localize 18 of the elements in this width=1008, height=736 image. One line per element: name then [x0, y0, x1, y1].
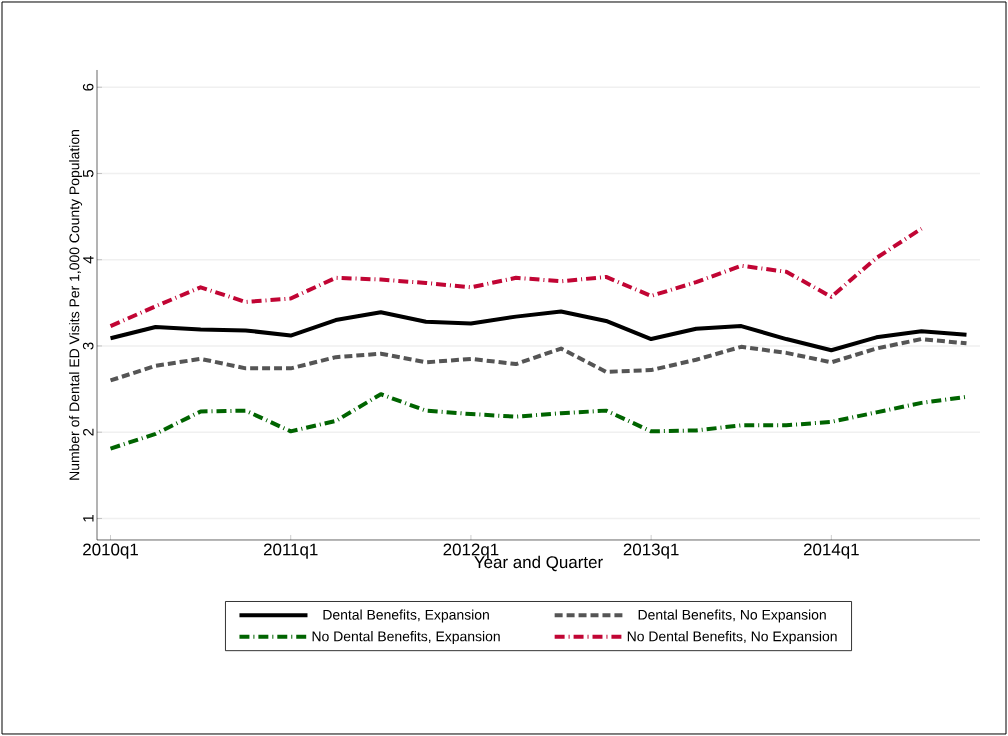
y-tick-label: 1 — [83, 515, 94, 522]
y-tick-label: 2 — [83, 428, 94, 436]
legend-label: Dental Benefits, No Expansion — [638, 609, 826, 623]
x-tick-label: 2011q1 — [263, 543, 318, 559]
x-tick-label: 2013q1 — [623, 543, 679, 559]
y-tick-label: 6 — [82, 83, 94, 91]
legend-label: Dental Benefits, Expansion — [323, 609, 489, 623]
x-tick-label: 2010q1 — [83, 543, 138, 559]
y-tick-label: 4 — [83, 255, 94, 264]
line-series — [108, 226, 924, 329]
x-tick-label: 2014q1 — [803, 543, 859, 559]
line-series — [108, 337, 969, 383]
line-series — [108, 309, 969, 353]
legend-label: No Dental Benefits, No Expansion — [627, 631, 837, 645]
y-axis-title: Number of Dental ED Visits Per 1,000 County Population — [69, 130, 83, 480]
y-tick-label: 5 — [83, 169, 94, 178]
legend-label: No Dental Benefits, Expansion — [312, 631, 500, 645]
y-tick-label: 3 — [82, 342, 94, 350]
